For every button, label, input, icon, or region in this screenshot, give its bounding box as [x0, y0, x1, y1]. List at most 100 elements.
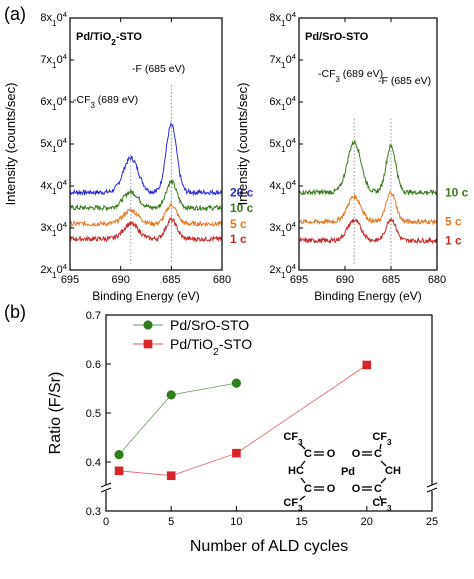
x-axis-label: Number of ALD cycles	[190, 538, 348, 555]
x-tick-label: 0	[103, 516, 109, 528]
cf3-annotation: -CF3​ (689 eV)	[73, 94, 138, 110]
y-tick-label: 2x1​04​	[40, 262, 67, 280]
data-point	[166, 390, 176, 400]
chem-bond	[300, 460, 306, 467]
y-tick-label: 2x1​04​	[269, 262, 296, 280]
chem-hc-label: HC	[288, 465, 304, 477]
y-tick-label: 0.3	[86, 506, 101, 518]
y-tick-label: 4x1​04​	[269, 178, 296, 196]
x-tick-label: 20	[361, 516, 373, 528]
axis-break-gap	[428, 485, 436, 491]
series-label: 1 c	[230, 232, 247, 246]
chem-bond	[379, 495, 382, 501]
data-point	[166, 471, 176, 481]
xps-chart-sro: 10 c 5 c 1 c 695 690 685 680 2x1​04​ 3x1​04​ 4x1​…	[235, 10, 469, 304]
y-axis-label: Intensity (counts/sec)	[235, 83, 250, 206]
x-tick-label: 685	[162, 274, 180, 286]
series-label: 5 c	[445, 215, 462, 229]
chem-bond	[380, 477, 387, 484]
f-annotation: -F (685 eV)	[132, 63, 185, 75]
series-label: 1 c	[445, 234, 462, 248]
chem-carbon-label: C	[374, 448, 382, 460]
y-tick-label: 0.5	[86, 408, 101, 420]
axis-break-mark	[426, 482, 438, 488]
legend-marker	[143, 339, 153, 349]
chem-oxygen-label: O	[352, 448, 361, 460]
chem-oxygen-label: O	[327, 448, 336, 460]
y-tick-label: 0.7	[86, 310, 101, 322]
series-label: 10 c	[445, 185, 469, 199]
series-line	[118, 364, 368, 477]
y-tick-label: 3x1​04​	[40, 220, 67, 238]
x-tick-label: 25	[426, 516, 438, 528]
chem-oxygen-label: O	[327, 483, 336, 495]
y-tick-label: 7x1​04​	[40, 52, 67, 70]
spectrum-line	[69, 178, 223, 212]
chem-oxygen-label: O	[352, 483, 361, 495]
chem-carbon-label: C	[374, 483, 382, 495]
plot-frame	[69, 17, 223, 271]
x-tick-label: 10	[230, 516, 242, 528]
y-tick-label: 6x1​04​	[269, 94, 296, 112]
f-annotation: -F (685 eV)	[378, 75, 431, 87]
chem-bond	[380, 460, 387, 467]
spectrum-line	[298, 217, 438, 245]
data-point	[231, 378, 241, 388]
y-axis-label: Ratio (F/Sr)	[47, 372, 64, 455]
x-tick-label: 5	[168, 516, 174, 528]
y-axis-label: Intensity (counts/sec)	[3, 83, 18, 206]
chart-title: Pd/TiO2​-STO	[76, 31, 142, 47]
y-tick-label: 3x1​04​	[269, 220, 296, 238]
spectrum-line	[69, 122, 223, 197]
x-tick-label: 690	[111, 274, 129, 286]
y-tick-label: 4x1​04​	[40, 178, 67, 196]
panel-label-b: (b)	[4, 302, 26, 322]
axis-break-gap	[102, 485, 110, 491]
spectrum-line	[69, 217, 223, 243]
chem-cf3-label: CF3​	[283, 497, 303, 513]
chem-bond	[300, 477, 306, 484]
chem-carbon-label: C	[304, 448, 312, 460]
chem-cf3-label: CF3​	[372, 497, 392, 513]
y-tick-label: 8x1​04​	[269, 10, 296, 28]
series-label: 20 c	[230, 185, 254, 199]
legend-marker	[143, 320, 153, 330]
chart-title: Pd/SrO-STO	[305, 31, 369, 43]
x-tick-label: 695	[61, 274, 79, 286]
y-tick-label: 5x1​04​	[269, 136, 296, 154]
y-tick-label: 5x1​04​	[40, 136, 67, 154]
legend-label: Pd/SrO-STO	[170, 317, 249, 333]
chem-cf3-label: CF3​	[372, 431, 392, 447]
chem-ch-label: CH	[385, 465, 401, 477]
ratio-chart: 0 5 10 15 20 25 0.3 0.4 0.5 0.6 0.7 Number of ALD c…	[47, 310, 438, 555]
x-tick-label: 15	[295, 516, 307, 528]
x-tick-label: 680	[428, 274, 446, 286]
x-tick-label: 685	[382, 274, 400, 286]
series-label: 5 c	[230, 217, 247, 231]
data-point	[232, 448, 241, 458]
spectrum-line	[298, 140, 438, 196]
spectrum-line	[298, 190, 438, 226]
chem-pd-label: Pd	[341, 466, 355, 478]
xps-chart-tio2: 20 c 10 c 5 c1 c 695 690 685 680 2x1​04​ 3x1​04​…	[3, 10, 254, 304]
chem-carbon-label: C	[304, 483, 312, 495]
chem-bond	[379, 443, 382, 450]
x-tick-label: 695	[290, 274, 308, 286]
chem-cf3-label: CF3​	[283, 431, 303, 447]
axis-break-mark	[100, 482, 112, 488]
y-tick-label: 8x1​04​	[40, 10, 67, 28]
panel-label-a: (a)	[4, 4, 26, 24]
x-axis-label: Binding Energy (eV)	[314, 289, 421, 303]
x-axis-label: Binding Energy (eV)	[92, 289, 199, 303]
axis-break-mark	[426, 487, 438, 493]
axis-break-mark	[100, 487, 112, 493]
y-tick-label: 6x1​04​	[40, 94, 67, 112]
y-tick-label: 0.6	[86, 359, 101, 371]
spectrum-line	[69, 201, 223, 228]
legend-label: Pd/TiO2​-STO	[170, 336, 252, 358]
data-point	[114, 450, 124, 460]
chem-bond	[299, 495, 306, 501]
plot-frame	[298, 17, 438, 271]
